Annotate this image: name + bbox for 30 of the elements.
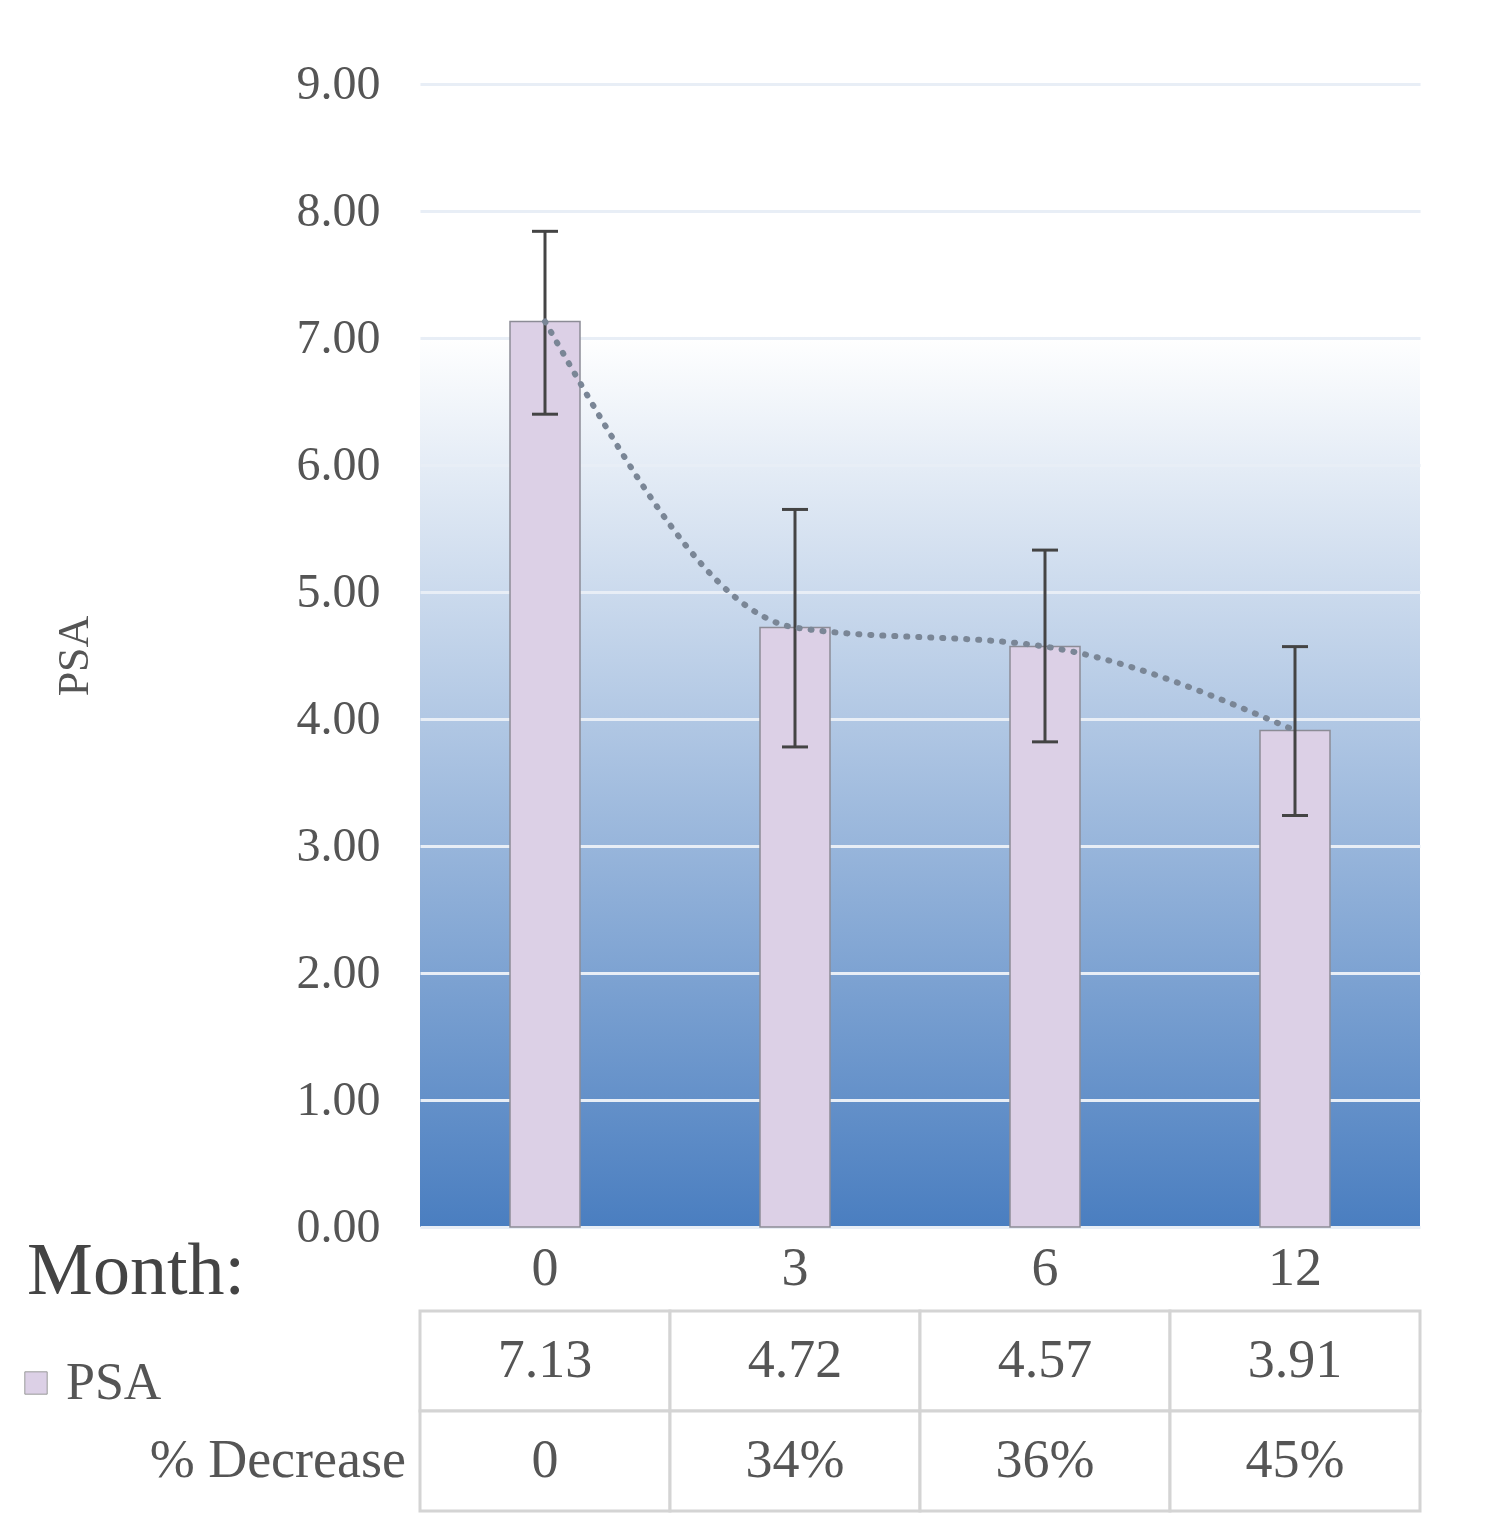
y-tick-label: 4.00 — [296, 690, 381, 744]
y-axis-title: PSA — [48, 615, 98, 697]
y-tick-label: 6.00 — [296, 436, 381, 490]
y-tick-label: 7.00 — [296, 309, 381, 363]
text: 45% — [1245, 1429, 1345, 1489]
text: 0 — [531, 1429, 559, 1489]
text: 36% — [995, 1429, 1095, 1489]
y-tick-label: 0.00 — [296, 1198, 381, 1252]
text: % Decrease — [149, 1429, 406, 1489]
bar — [1009, 645, 1081, 1228]
y-tick-label: 1.00 — [296, 1071, 381, 1125]
bar — [1259, 729, 1331, 1228]
data-label: 7.13 — [497, 1329, 593, 1389]
data-label: 4.57 — [997, 1329, 1093, 1389]
bar — [759, 626, 831, 1228]
x-tick-label: 0 — [531, 1236, 559, 1297]
y-tick-label: 9.00 — [296, 55, 381, 109]
bar — [509, 320, 581, 1228]
y-tick-label: 8.00 — [296, 182, 381, 236]
legend-label: PSA — [66, 1353, 162, 1410]
text: 34% — [745, 1429, 845, 1489]
x-tick-label: 6 — [1031, 1236, 1059, 1297]
data-label: 4.72 — [747, 1329, 843, 1389]
y-tick-label: 3.00 — [296, 817, 381, 871]
x-tick-label: 12 — [1268, 1236, 1322, 1297]
x-axis-title: Month: — [27, 1228, 245, 1310]
y-tick-label: 2.00 — [296, 944, 381, 998]
data-label: 3.91 — [1247, 1329, 1343, 1389]
y-tick-label: 5.00 — [296, 563, 381, 617]
x-tick-label: 3 — [781, 1236, 809, 1297]
